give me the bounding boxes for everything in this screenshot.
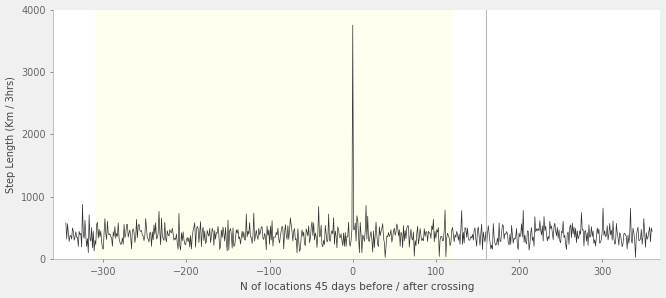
Y-axis label: Step Length (Km / 3hrs): Step Length (Km / 3hrs) [5,76,15,193]
X-axis label: N of locations 45 days before / after crossing: N of locations 45 days before / after cr… [240,283,474,292]
Bar [95,10,452,259]
